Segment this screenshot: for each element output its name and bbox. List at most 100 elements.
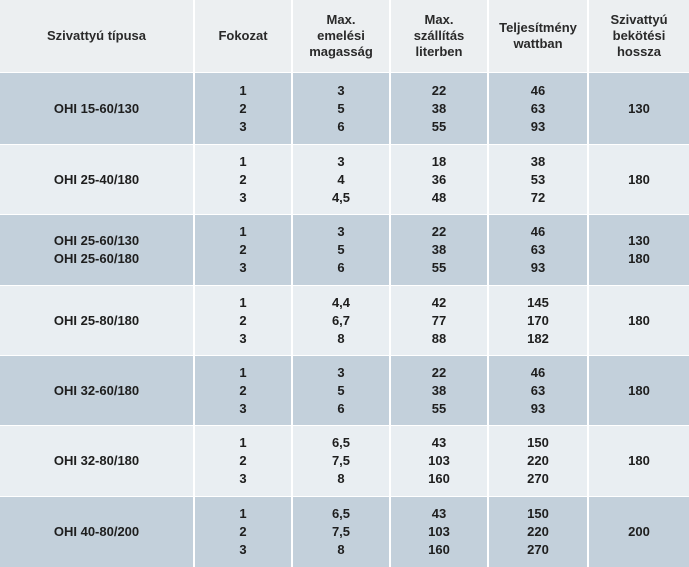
max-flow-value: 22: [431, 364, 447, 380]
column-divider: [193, 145, 195, 214]
speed-value: 3: [239, 118, 247, 134]
max-head-cell: 3 5 6: [293, 215, 389, 285]
column-divider: [291, 356, 293, 425]
max-head-value: 4,4: [331, 294, 351, 310]
power-value: 270: [527, 542, 549, 557]
power-value: 46: [530, 82, 546, 98]
speed-value: 2: [239, 171, 247, 187]
max-flow-value: 48: [431, 189, 447, 205]
max-flow-cell: 22 38 55: [391, 73, 487, 144]
max-flow-cell: 43 103 160: [391, 497, 487, 567]
max-head-value: 6,5: [331, 435, 351, 450]
pump-type: OHI 40-80/200: [53, 524, 140, 539]
connection-length-cell: 180: [589, 286, 689, 355]
column-divider: [487, 73, 489, 144]
power-value: 53: [530, 171, 546, 187]
column-divider: [193, 215, 195, 285]
column-divider: [587, 286, 589, 355]
max-flow-value: 55: [431, 260, 447, 275]
speed-value: 1: [239, 153, 247, 169]
max-head-value: 8: [337, 542, 345, 557]
column-divider: [587, 356, 589, 425]
power-value: 182: [527, 330, 549, 346]
column-divider: [389, 426, 391, 496]
power-value: 93: [530, 400, 546, 416]
connection-length-value: 130: [628, 233, 650, 248]
column-divider: [587, 0, 589, 72]
header-max-head-line-1: Max.: [326, 12, 356, 27]
column-divider: [389, 215, 391, 285]
connection-length-value: 180: [628, 171, 650, 187]
power-cell: 150 220 270: [489, 497, 587, 567]
speed-value: 2: [239, 242, 247, 257]
speed-value: 3: [239, 400, 247, 416]
max-flow-value: 36: [431, 171, 447, 187]
max-flow-value: 55: [431, 118, 447, 134]
power-value: 145: [527, 294, 549, 310]
header-power: Teljesítmény wattban: [489, 0, 587, 72]
power-cell: 46 63 93: [489, 73, 587, 144]
max-flow-cell: 43 103 160: [391, 426, 487, 496]
speed-cell: 1 2 3: [195, 145, 291, 214]
power-value: 46: [530, 224, 546, 239]
column-divider: [193, 426, 195, 496]
speed-value: 1: [239, 506, 247, 521]
header-max-flow-line-3: literben: [415, 44, 463, 59]
max-flow-value: 103: [428, 453, 450, 468]
column-divider: [389, 497, 391, 567]
connection-length-value: 130: [628, 100, 650, 116]
max-head-value: 6: [337, 400, 345, 416]
column-divider: [587, 497, 589, 567]
max-head-value: 7,5: [331, 524, 351, 539]
max-head-value: 3: [337, 82, 345, 98]
power-value: 63: [530, 100, 546, 116]
connection-length-value: 180: [628, 382, 650, 398]
speed-value: 2: [239, 100, 247, 116]
max-flow-value: 42: [431, 294, 447, 310]
header-connection-length: Szivattyú bekötési hossza: [589, 0, 689, 72]
power-value: 72: [530, 189, 546, 205]
column-divider: [291, 286, 293, 355]
max-head-value: 8: [337, 330, 345, 346]
speed-cell: 1 2 3: [195, 73, 291, 144]
column-divider: [193, 356, 195, 425]
speed-cell: 1 2 3: [195, 215, 291, 285]
max-flow-value: 43: [431, 435, 447, 450]
max-head-value: 4,5: [331, 189, 351, 205]
column-divider: [587, 73, 589, 144]
speed-value: 3: [239, 330, 247, 346]
speed-value: 1: [239, 82, 247, 98]
speed-value: 2: [239, 524, 247, 539]
max-head-value: 3: [337, 153, 345, 169]
speed-value: 2: [239, 312, 247, 328]
column-divider: [389, 73, 391, 144]
header-speed: Fokozat: [195, 0, 291, 72]
speed-value: 1: [239, 224, 247, 239]
max-head-value: 3: [337, 224, 345, 239]
max-head-value: 6: [337, 260, 345, 275]
header-length-line-2: bekötési: [612, 28, 666, 43]
pump-type: OHI 32-60/180: [53, 382, 140, 398]
max-flow-value: 88: [431, 330, 447, 346]
max-head-cell: 6,5 7,5 8: [293, 426, 389, 496]
power-value: 93: [530, 118, 546, 134]
max-head-cell: 3 5 6: [293, 356, 389, 425]
max-flow-value: 22: [431, 82, 447, 98]
max-head-cell: 3 5 6: [293, 73, 389, 144]
connection-length-cell: 130: [589, 73, 689, 144]
header-pump-type-label: Szivattyú típusa: [47, 28, 146, 43]
column-divider: [389, 286, 391, 355]
column-divider: [291, 0, 293, 72]
max-flow-value: 38: [431, 242, 447, 257]
column-divider: [487, 286, 489, 355]
speed-value: 2: [239, 382, 247, 398]
speed-value: 2: [239, 453, 247, 468]
max-flow-value: 18: [431, 153, 447, 169]
max-head-value: 6: [337, 118, 345, 134]
max-head-value: 4: [337, 171, 345, 187]
column-divider: [487, 356, 489, 425]
max-head-value: 8: [337, 471, 345, 486]
column-divider: [587, 215, 589, 285]
column-divider: [487, 0, 489, 72]
power-value: 63: [530, 382, 546, 398]
